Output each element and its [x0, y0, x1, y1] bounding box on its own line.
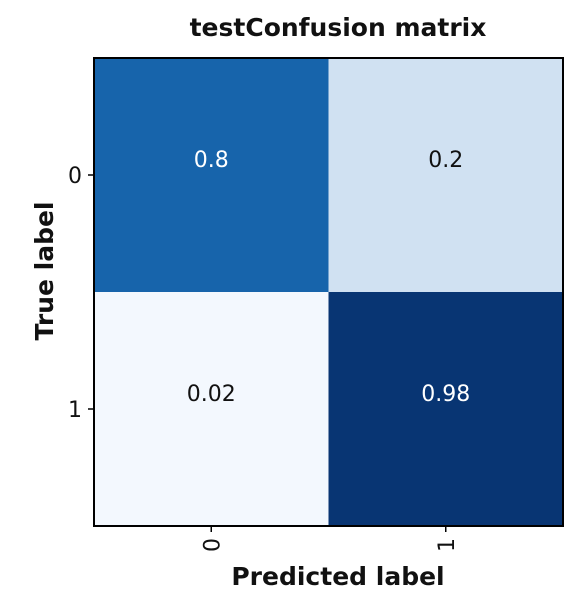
x-tick-label-0: 0	[200, 538, 225, 552]
chart-title: testConfusion matrix	[190, 13, 487, 42]
heatmap-cell-1-0	[94, 292, 329, 527]
axis-ticks: 0 1 0 1	[68, 164, 460, 552]
cell-value-label-0-0: 0.8	[194, 148, 229, 173]
heatmap-cells: 0.8 0.2 0.02 0.98	[94, 58, 564, 527]
y-tick-label-1: 1	[68, 398, 82, 423]
cell-value-label-0-1: 0.2	[428, 148, 463, 173]
y-tick-label-0: 0	[68, 164, 82, 189]
plot-frame	[93, 57, 564, 527]
y-axis-label: True label	[30, 202, 59, 341]
x-tick-label-1: 1	[435, 538, 460, 552]
cell-value-label-1-1: 0.98	[421, 382, 470, 407]
heatmap-cell-0-0	[94, 58, 329, 293]
heatmap-cell-0-1	[328, 58, 564, 293]
x-axis-label: Predicted label	[231, 562, 444, 591]
heatmap-cell-1-1	[328, 292, 564, 527]
cell-value-label-1-0: 0.02	[187, 382, 236, 407]
